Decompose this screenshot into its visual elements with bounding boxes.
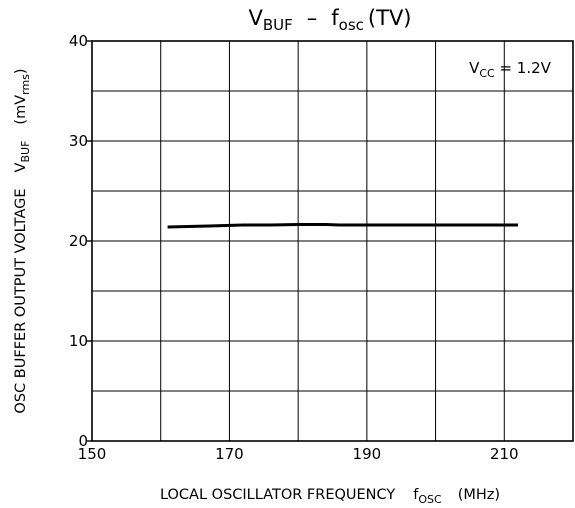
x-tick-label: 170 (215, 445, 244, 463)
x-tick-label: 190 (353, 445, 382, 463)
grid-lines (92, 41, 573, 441)
y-tick-label: 10 (69, 332, 88, 350)
x-tick-label: 210 (490, 445, 519, 463)
chart-title: VBUF – fosc (TV) (248, 6, 411, 34)
y-tick-label: 40 (69, 32, 88, 50)
x-tick-labels: 150 170 190 210 (78, 445, 519, 463)
series-line (167, 223, 518, 229)
vcc-annotation: VCC = 1.2V (469, 59, 552, 80)
y-tick-label: 0 (78, 432, 88, 450)
data-series (167, 223, 518, 229)
x-axis-label: LOCAL OSCILLATOR FREQUENCY fOSC (MHz) (160, 487, 500, 506)
y-tick-label: 30 (69, 132, 88, 150)
y-tick-label: 20 (69, 232, 88, 250)
y-axis-label: OSC BUFFER OUTPUT VOLTAGEVBUF(mVrms) (13, 68, 32, 413)
y-tick-labels: 0 10 20 30 40 (69, 32, 92, 450)
x-tick-label: 150 (78, 445, 107, 463)
